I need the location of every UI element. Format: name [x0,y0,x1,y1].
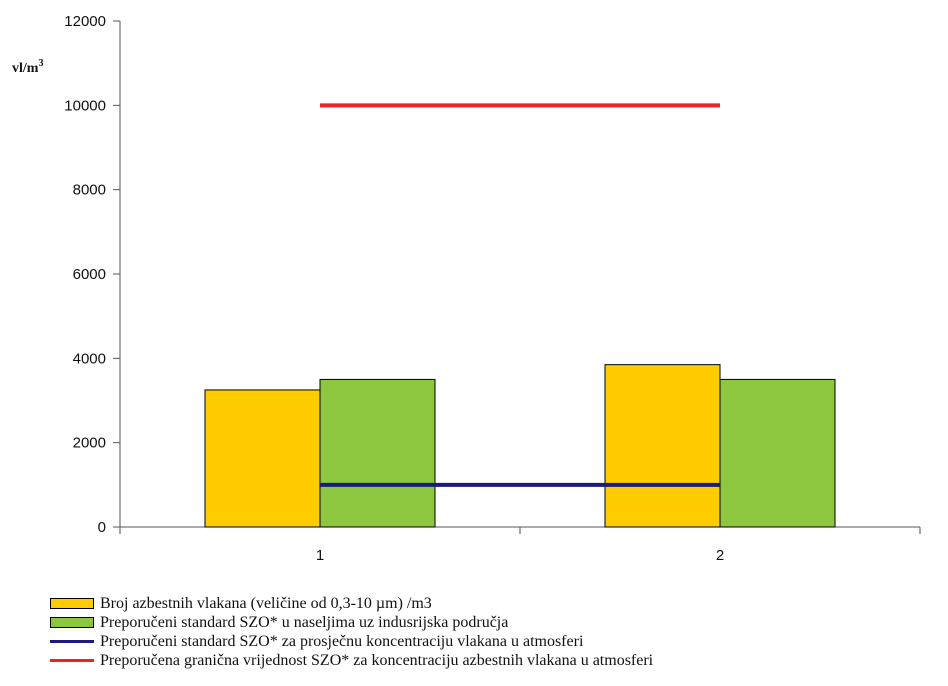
legend-swatch-limit-value [50,659,94,662]
y-axis-label: vl/m3 [12,58,43,76]
legend-label-fiber-count: Broj azbestnih vlakana (veličine od 0,3-… [100,594,432,612]
legend-label-average-standard: Preporučeni standard SZO* za prosječnu k… [100,632,584,650]
legend-swatch-fiber-count [50,598,94,609]
y-tick-label-0: 0 [98,519,106,536]
y-tick-label-1: 2000 [73,435,106,452]
y-axis-label-text: vl/m [12,61,39,76]
y-tick-label-3: 6000 [73,266,106,283]
bar-series0-cat0 [204,389,321,528]
y-tick-label-6: 12000 [64,13,106,30]
x-tick-label-1: 2 [716,547,724,564]
legend-item-average-standard: Preporučeni standard SZO* za prosječnu k… [50,632,653,651]
y-axis: 0 2000 4000 6000 8000 10000 12000 [64,13,121,536]
bar-series0-cat1 [604,364,721,528]
bars [204,364,836,528]
legend-item-limit-value: Preporučena granična vrijednost SZO* za … [50,651,653,670]
series-lines [320,103,720,487]
legend-swatch-industrial-standard [50,617,94,628]
y-tick-label-5: 10000 [64,97,106,114]
bar-series1-cat1 [719,378,836,528]
legend-label-limit-value: Preporučena granična vrijednost SZO* za … [100,651,654,669]
legend-item-industrial-standard: Preporučeni standard SZO* u naseljima uz… [50,613,653,632]
legend-swatch-average-standard [50,640,94,643]
y-tick-label-4: 8000 [73,182,106,199]
legend-label-industrial-standard: Preporučeni standard SZO* u naseljima uz… [100,613,509,631]
y-axis-label-superscript: 3 [38,58,43,69]
x-tick-label-0: 1 [316,547,324,564]
legend-item-fiber-count: Broj azbestnih vlakana (veličine od 0,3-… [50,594,653,613]
bar-series1-cat0 [319,378,436,528]
legend: Broj azbestnih vlakana (veličine od 0,3-… [50,594,653,670]
y-tick-label-2: 4000 [73,350,106,367]
